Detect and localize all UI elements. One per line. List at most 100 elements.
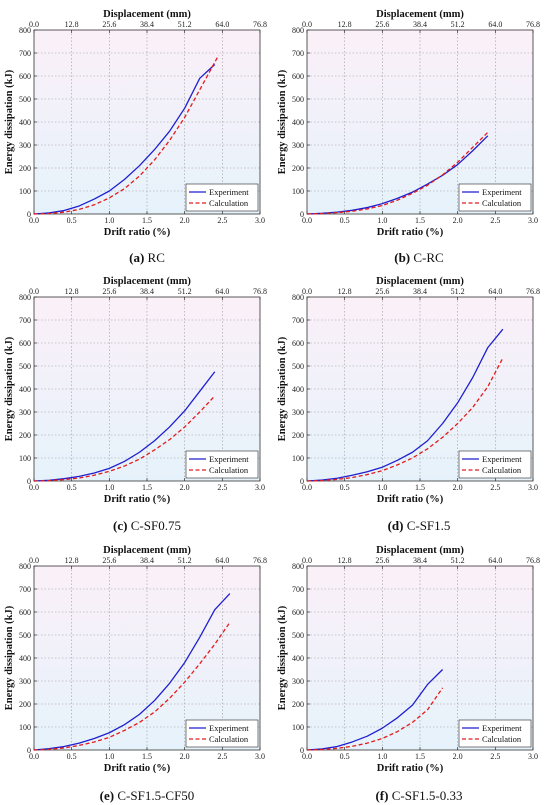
- y-axis-title: Energy dissipation (kJ): [4, 336, 15, 441]
- y-tick-label: 100: [292, 454, 304, 463]
- x-tick-label: 2.5: [217, 216, 227, 225]
- x2-axis-title: Displacement (mm): [103, 9, 191, 20]
- x2-axis-title: Displacement (mm): [376, 9, 464, 20]
- panel-caption: (d) C-SF1.5: [388, 518, 451, 533]
- y-tick-label: 400: [292, 118, 304, 127]
- y-tick-label: 0: [27, 746, 31, 755]
- x2-tick-label: 0.0: [29, 287, 39, 296]
- x2-tick-label: 76.8: [253, 20, 267, 29]
- chart-panel-4: 0.0 0.5 1.0 1.5 2.0 2.5 3.0 0.0 12.8 25.6 38.4 51.2…: [277, 276, 540, 533]
- legend-label-calculation: Calculation: [482, 734, 522, 744]
- y-tick-label: 300: [19, 677, 31, 686]
- legend-label-experiment: Experiment: [482, 187, 522, 197]
- x2-tick-label: 12.8: [338, 20, 352, 29]
- caption-text: RC: [144, 250, 165, 265]
- legend-box: [458, 450, 532, 479]
- x2-axis-title: Displacement (mm): [376, 545, 464, 556]
- x2-tick-label: 64.0: [215, 287, 229, 296]
- legend-label-experiment: Experiment: [209, 454, 249, 464]
- y-tick-label: 500: [19, 95, 31, 104]
- y-tick-label: 100: [19, 454, 31, 463]
- y-tick-label: 300: [19, 408, 31, 417]
- x2-tick-label: 51.2: [451, 556, 465, 565]
- caption-text: C-SF0.75: [127, 518, 180, 533]
- x-tick-label: 1.5: [415, 752, 425, 761]
- x-axis-title: Drift ratio (%): [104, 494, 171, 505]
- caption-label: (a): [129, 250, 144, 265]
- x-tick-label: 3.0: [528, 216, 538, 225]
- caption-label: (b): [394, 250, 410, 265]
- x-tick-label: 2.0: [180, 216, 190, 225]
- x2-tick-label: 64.0: [215, 20, 229, 29]
- caption-label: (d): [388, 518, 404, 533]
- y-tick-label: 700: [292, 49, 304, 58]
- x2-axis-title: Displacement (mm): [376, 276, 464, 287]
- x2-tick-label: 64.0: [488, 20, 502, 29]
- y-tick-label: 800: [292, 293, 304, 302]
- series-line-calculation: [306, 357, 504, 482]
- x-axis-title: Drift ratio (%): [104, 227, 171, 238]
- x2-tick-label: 25.6: [102, 287, 116, 296]
- x-tick-label: 0.0: [29, 483, 39, 492]
- x2-tick-label: 0.0: [302, 556, 312, 565]
- x-tick-label: 0.5: [340, 216, 350, 225]
- x2-tick-label: 64.0: [215, 556, 229, 565]
- y-tick-label: 400: [292, 654, 304, 663]
- x-tick-label: 3.0: [528, 752, 538, 761]
- x-tick-label: 0.5: [67, 216, 77, 225]
- x2-tick-label: 25.6: [375, 287, 389, 296]
- caption-label: (f): [375, 788, 388, 803]
- x-tick-label: 3.0: [255, 216, 265, 225]
- y-tick-label: 600: [292, 339, 304, 348]
- legend-label-calculation: Calculation: [209, 198, 249, 208]
- chart-panel-2: 0.0 0.5 1.0 1.5 2.0 2.5 3.0 0.0 12.8 25.6 38.4 51.2…: [277, 9, 540, 265]
- legend-box: [185, 450, 259, 479]
- x2-axis-title: Displacement (mm): [103, 276, 191, 287]
- x-tick-label: 0.5: [67, 752, 77, 761]
- y-tick-label: 500: [292, 362, 304, 371]
- y-tick-label: 500: [19, 631, 31, 640]
- y-tick-label: 100: [19, 723, 31, 732]
- x-tick-label: 1.0: [377, 216, 387, 225]
- y-tick-label: 700: [19, 585, 31, 594]
- caption-text: C-SF1.5: [403, 518, 450, 533]
- x2-tick-label: 38.4: [413, 287, 427, 296]
- legend-label-experiment: Experiment: [209, 723, 249, 733]
- y-tick-label: 200: [292, 431, 304, 440]
- x2-tick-label: 25.6: [102, 556, 116, 565]
- x2-tick-label: 38.4: [140, 20, 154, 29]
- y-tick-label: 800: [292, 26, 304, 35]
- x2-tick-label: 51.2: [451, 287, 465, 296]
- y-tick-label: 200: [19, 700, 31, 709]
- x-tick-label: 3.0: [528, 483, 538, 492]
- y-tick-label: 700: [292, 585, 304, 594]
- y-tick-label: 200: [19, 431, 31, 440]
- y-tick-label: 400: [19, 654, 31, 663]
- panel-caption: (b) C-RC: [394, 250, 443, 265]
- legend-label-calculation: Calculation: [482, 198, 522, 208]
- x-tick-label: 0.5: [67, 483, 77, 492]
- chart-panel-3: 0.0 0.5 1.0 1.5 2.0 2.5 3.0 0.0 12.8 25.6 38.4 51.2…: [4, 276, 267, 533]
- legend-label-calculation: Calculation: [482, 465, 522, 475]
- x2-tick-label: 51.2: [178, 287, 192, 296]
- x2-tick-label: 12.8: [65, 287, 79, 296]
- legend-label-experiment: Experiment: [209, 187, 249, 197]
- y-tick-label: 700: [19, 49, 31, 58]
- series-line-experiment: [33, 593, 231, 751]
- x-axis-title: Drift ratio (%): [377, 494, 444, 505]
- x-axis-title: Drift ratio (%): [377, 763, 444, 774]
- legend-label-calculation: Calculation: [209, 734, 249, 744]
- legend-label-calculation: Calculation: [209, 465, 249, 475]
- panel-caption: (f) C-SF1.5-0.33: [375, 788, 462, 803]
- y-tick-label: 800: [19, 562, 31, 571]
- x-tick-label: 2.0: [453, 483, 463, 492]
- series-line-calculation: [306, 131, 489, 215]
- x-tick-label: 2.5: [217, 483, 227, 492]
- x2-tick-label: 25.6: [375, 20, 389, 29]
- series-line-experiment: [33, 64, 216, 215]
- y-tick-label: 300: [292, 141, 304, 150]
